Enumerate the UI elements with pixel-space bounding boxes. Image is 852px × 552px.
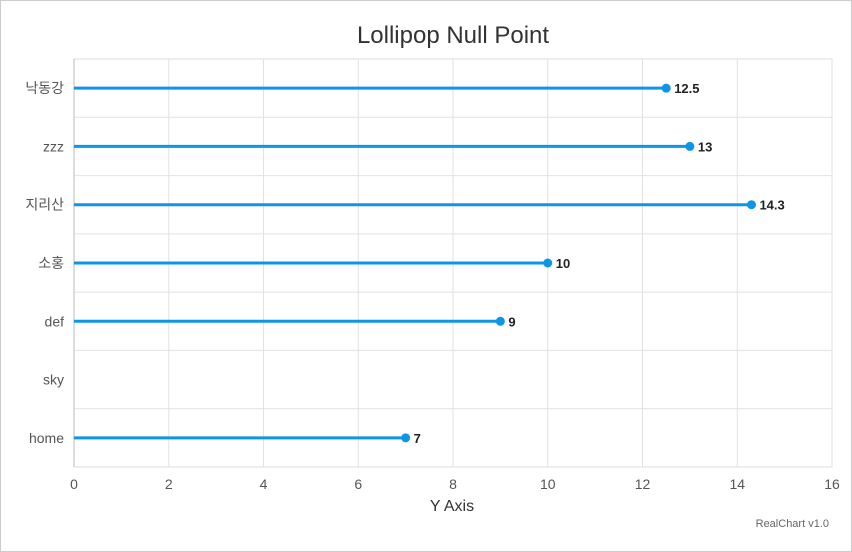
x-axis-ticks: 0 2 4 6 8 10 12 14 16 [70,476,840,492]
x-tick-label-0: 0 [70,476,78,492]
value-label-0: 12.5 [674,81,699,96]
chart-title: Lollipop Null Point [357,22,549,49]
lollipop-dot-4[interactable] [495,316,505,326]
x-tick-label-5: 10 [540,476,556,492]
x-tick-label-2: 4 [260,476,268,492]
credit-label: RealChart v1.0 [756,518,829,530]
category-label-2: 지리산 [25,197,64,213]
x-tick-label-8: 16 [824,476,840,492]
x-axis-title: Y Axis [430,498,474,515]
value-label-6: 7 [414,431,421,446]
lollipop-dot-6[interactable] [401,433,411,443]
value-label-1: 13 [698,139,712,154]
value-label-3: 10 [556,256,570,271]
grid-lines [73,58,833,468]
lollipop-dot-2[interactable] [746,200,756,210]
lollipop-dot-0[interactable] [661,83,671,93]
x-tick-label-1: 2 [165,476,173,492]
category-label-5: sky [43,372,64,388]
x-tick-label-7: 14 [729,476,745,492]
category-label-3: 소홍 [38,255,64,271]
lollipop-dot-1[interactable] [685,141,695,151]
x-tick-label-6: 12 [635,476,651,492]
value-label-2: 14.3 [759,198,784,213]
category-label-4: def [45,313,65,329]
lollipop-dot-3[interactable] [543,258,553,268]
lollipop-marks: 12.5 13 14.3 10 9 7 [74,81,785,446]
category-label-0: 낙동강 [25,80,64,96]
category-label-6: home [29,430,64,446]
category-label-1: zzz [43,138,64,154]
x-tick-label-3: 6 [354,476,362,492]
x-tick-label-4: 8 [449,476,457,492]
value-label-4: 9 [508,314,515,329]
